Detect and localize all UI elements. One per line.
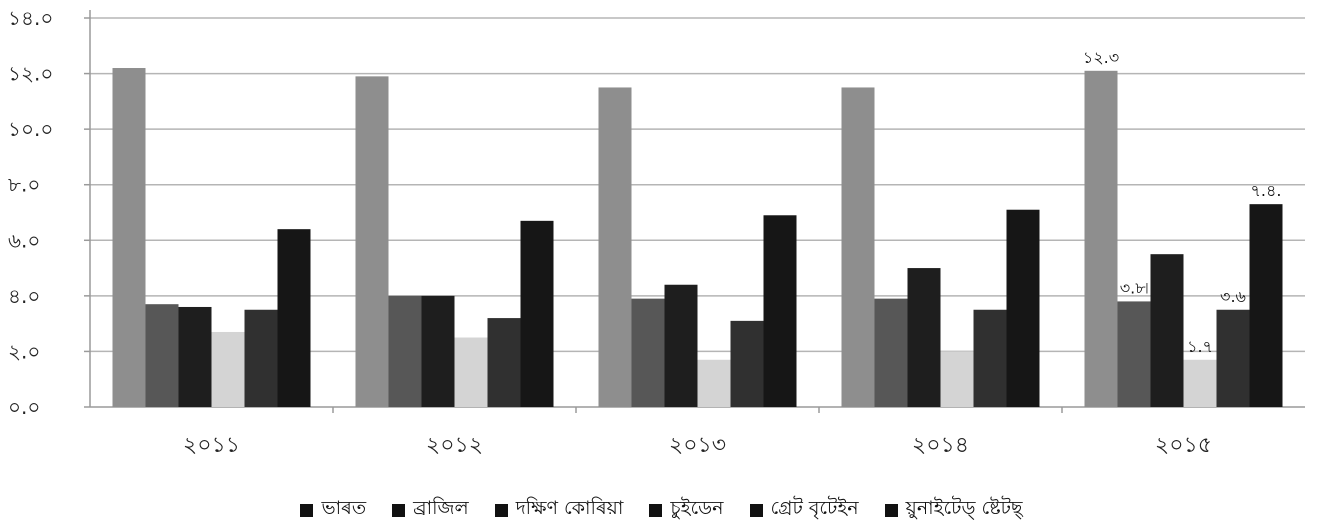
x-tick-label: ২০১৪ xyxy=(912,433,969,458)
data-labels: ১২.৩ ৩.৮৷ ১.৭ ৩.৬ ৭.৪. xyxy=(1083,48,1282,356)
legend-label: গ্ৰেট বৃটেইন xyxy=(770,497,859,519)
y-tick-label: ০.০ xyxy=(8,395,40,419)
y-tick-label: ৪.০ xyxy=(8,284,40,308)
bar xyxy=(1006,209,1040,407)
data-label: ৩.৮৷ xyxy=(1120,278,1149,297)
x-axis-labels: ২০১১ ২০১২ ২০১৩ ২০১৪ ২০১৫ xyxy=(183,407,1212,458)
bars xyxy=(112,68,1283,408)
bar xyxy=(907,268,941,407)
y-tick-label: ১২.০ xyxy=(8,62,53,86)
bar xyxy=(598,87,632,407)
bar xyxy=(940,351,974,407)
y-tick-label: ১৪.০ xyxy=(8,6,53,30)
bar xyxy=(277,229,311,407)
bar xyxy=(1150,254,1184,407)
bar xyxy=(697,359,731,407)
bar xyxy=(1216,309,1250,407)
bar xyxy=(178,306,212,407)
bar xyxy=(973,309,1007,407)
bar xyxy=(487,318,521,407)
bar xyxy=(631,298,665,407)
legend: ভাৰত ব্ৰাজিল দক্ষিণ কোৰিয়া চুইডেন গ্ৰেট বৃট… xyxy=(0,494,1323,526)
bar xyxy=(112,68,146,407)
bar xyxy=(211,331,245,407)
y-tick-label: ৬.০ xyxy=(8,228,40,252)
bar xyxy=(1084,70,1118,408)
bar xyxy=(664,284,698,407)
x-tick-label: ২০১৫ xyxy=(1155,433,1212,458)
bar xyxy=(730,320,764,407)
x-tick-label: ২০১৩ xyxy=(669,433,726,458)
data-label: ১২.৩ xyxy=(1083,48,1119,67)
legend-item: য়ুনাইটেড্ ষ্টেটছ্ xyxy=(884,494,1023,526)
data-label: ৭.৪. xyxy=(1251,181,1282,200)
legend-swatch xyxy=(749,503,763,517)
legend-label: দক্ষিণ কোৰিয়া xyxy=(515,497,624,519)
bar xyxy=(763,215,797,407)
legend-swatch xyxy=(494,503,508,517)
legend-label: ভাৰত xyxy=(321,497,367,519)
y-axis-ticks: ০.০ ২.০ ৪.০ ৬.০ ৮.০ ১০.০ ১২.০ ১৪.০ xyxy=(8,6,90,419)
bar xyxy=(355,76,389,407)
bar xyxy=(388,295,422,407)
legend-swatch xyxy=(300,503,314,517)
legend-item: দক্ষিণ কোৰিয়া xyxy=(494,494,624,526)
bar xyxy=(841,87,875,407)
legend-swatch xyxy=(884,503,898,517)
legend-label: য়ুনাইটেড্ ষ্টেটছ্ xyxy=(905,497,1023,519)
bar xyxy=(145,304,179,407)
bar xyxy=(454,337,488,407)
bar xyxy=(244,309,278,407)
data-label: ৩.৬ xyxy=(1220,287,1246,306)
bar xyxy=(1249,204,1283,407)
data-label: ১.৭ xyxy=(1187,337,1213,356)
legend-swatch xyxy=(649,503,663,517)
legend-label: ব্ৰাজিল xyxy=(413,497,469,519)
y-tick-label: ৮.০ xyxy=(8,173,40,197)
legend-item: চুইডেন xyxy=(649,494,724,526)
legend-item: ব্ৰাজিল xyxy=(392,494,469,526)
legend-item: গ্ৰেট বৃটেইন xyxy=(749,494,859,526)
bar xyxy=(1183,359,1217,407)
x-tick-label: ২০১২ xyxy=(426,433,483,458)
x-tick-label: ২০১১ xyxy=(183,433,240,458)
bar xyxy=(520,220,554,407)
y-tick-label: ২.০ xyxy=(8,339,40,363)
legend-label: চুইডেন xyxy=(670,497,724,519)
bar xyxy=(874,298,908,407)
bar xyxy=(421,295,455,407)
y-tick-label: ১০.০ xyxy=(8,117,53,141)
legend-item: ভাৰত xyxy=(300,494,366,526)
legend-swatch xyxy=(392,503,406,517)
bar xyxy=(1117,301,1151,407)
